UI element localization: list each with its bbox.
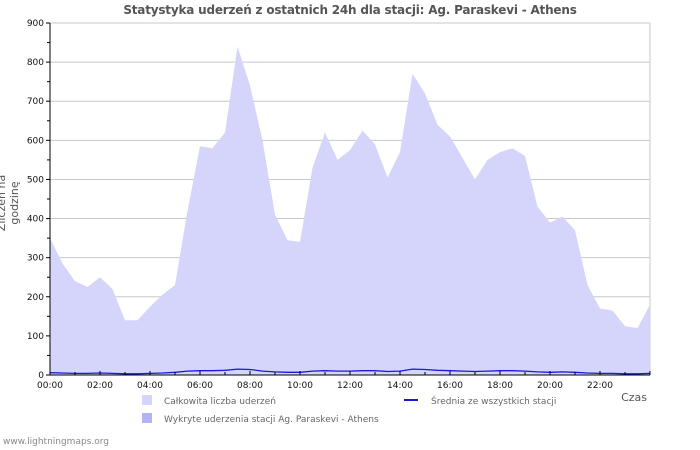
x-tick-label: 00:00 — [37, 381, 63, 391]
x-tick-label: 16:00 — [437, 381, 463, 391]
y-tick-label: 0 — [38, 371, 44, 381]
x-tick-label: 08:00 — [237, 381, 263, 391]
legend-label: Średnia ze wszystkich stacji — [431, 395, 556, 407]
y-tick-label: 200 — [27, 293, 44, 303]
x-tick-label: 22:00 — [587, 381, 613, 391]
legend-swatch — [142, 413, 152, 423]
y-tick-label: 500 — [27, 175, 44, 185]
y-tick-label: 900 — [27, 19, 44, 29]
x-tick-label: 20:00 — [537, 381, 563, 391]
x-tick-label: 02:00 — [87, 381, 113, 391]
y-tick-label: 400 — [27, 215, 44, 225]
x-axis-label: Czas — [621, 391, 647, 404]
y-tick-label: 800 — [27, 58, 44, 68]
legend-label: Wykryte uderzenia stacji Ag. Paraskevi -… — [164, 415, 379, 425]
x-tick-label: 10:00 — [287, 381, 313, 391]
legend-label: Całkowita liczba uderzeń — [164, 397, 276, 407]
x-tick-label: 06:00 — [187, 381, 213, 391]
chart-title: Statystyka uderzeń z ostatnich 24h dla s… — [123, 3, 577, 17]
series-area-0 — [50, 46, 650, 375]
x-tick-label: 12:00 — [337, 381, 363, 391]
x-tick-label: 14:00 — [387, 381, 413, 391]
y-tick-label: 300 — [27, 254, 44, 264]
x-tick-label: 04:00 — [137, 381, 163, 391]
y-tick-label: 600 — [27, 136, 44, 146]
y-tick-label: 700 — [27, 97, 44, 107]
footer-link[interactable]: www.lightningmaps.org — [3, 437, 109, 447]
legend-swatch — [142, 395, 152, 405]
y-tick-label: 100 — [27, 332, 44, 342]
x-tick-label: 18:00 — [487, 381, 513, 391]
